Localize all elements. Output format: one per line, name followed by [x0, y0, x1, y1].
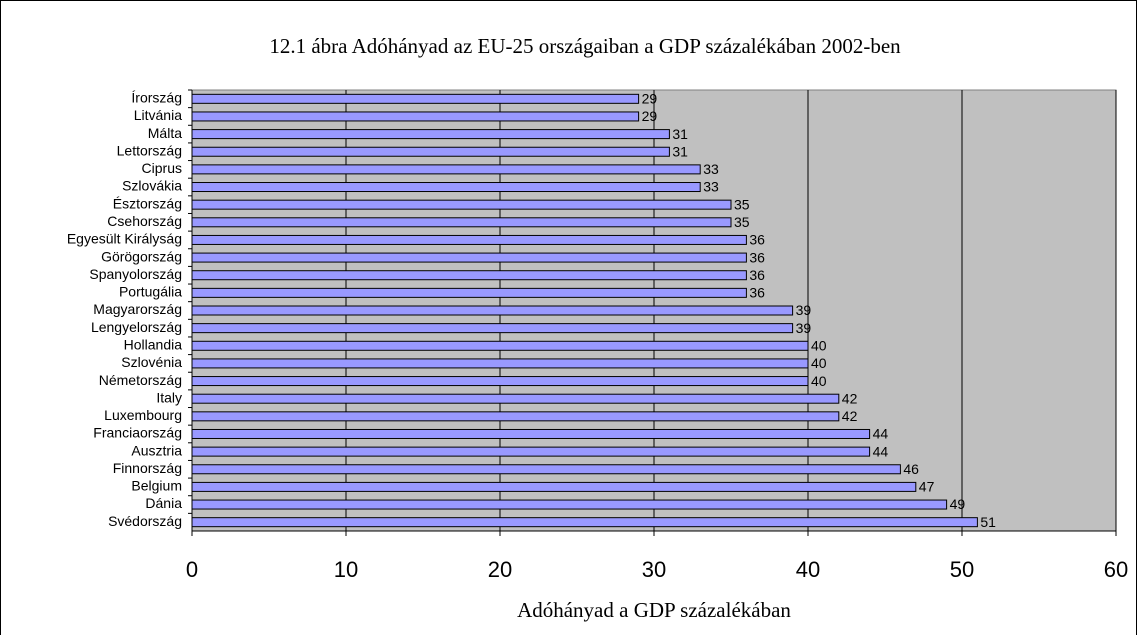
x-tick-label: 10: [334, 557, 358, 582]
y-tick-label: Csehország: [107, 213, 182, 229]
data-label: 40: [811, 337, 827, 353]
y-tick-label: Spanyolország: [89, 266, 182, 282]
data-label: 42: [842, 408, 858, 424]
y-tick-label: Finnország: [113, 460, 182, 476]
data-label: 46: [903, 461, 919, 477]
x-axis-label: Adóhányad a GDP százalékában: [517, 598, 791, 622]
bar: [191, 411, 840, 422]
x-tick-label: 0: [186, 557, 198, 582]
bar: [191, 340, 809, 351]
data-label: 36: [749, 267, 765, 283]
data-label: 35: [734, 214, 750, 230]
y-tick-label: Írország: [131, 90, 182, 106]
data-label: 44: [873, 443, 889, 459]
x-tick-label: 60: [1104, 557, 1128, 582]
bar: [191, 393, 840, 404]
y-tick-label: Belgium: [131, 478, 182, 494]
bar: [191, 93, 640, 104]
y-tick-label: Lettország: [117, 142, 182, 158]
bar: [191, 446, 871, 457]
y-tick-label: Portugália: [119, 284, 182, 300]
bar: [191, 305, 794, 316]
data-label: 39: [796, 320, 812, 336]
bar: [191, 217, 732, 228]
bar: [191, 464, 901, 475]
bar: [191, 287, 747, 298]
y-tick-label: Litvánia: [134, 107, 182, 123]
bar: [191, 111, 640, 122]
bar: [191, 481, 917, 492]
data-label: 33: [703, 179, 719, 195]
bar: [191, 517, 978, 528]
x-tick-label: 50: [950, 557, 974, 582]
bar: [191, 234, 747, 245]
y-tick-label: Dánia: [145, 495, 182, 511]
y-tick-label: Svédország: [108, 513, 182, 529]
y-tick-label: Görögország: [101, 248, 182, 264]
y-tick-label: Hollandia: [124, 336, 183, 352]
bar: [191, 376, 809, 387]
data-label: 49: [950, 496, 966, 512]
y-tick-label: Lengyelország: [91, 319, 182, 335]
x-tick-label: 40: [796, 557, 820, 582]
data-label: 36: [749, 249, 765, 265]
y-tick-label: Egyesült Királyság: [67, 231, 182, 247]
bar: [191, 428, 871, 439]
data-label: 40: [811, 355, 827, 371]
x-tick-label: 20: [488, 557, 512, 582]
y-tick-label: Szlovákia: [122, 178, 182, 194]
y-tick-label: Észtország: [113, 195, 182, 211]
y-tick-label: Italy: [156, 389, 182, 405]
data-label: 51: [980, 514, 996, 530]
data-label: 42: [842, 390, 858, 406]
data-label: 33: [703, 161, 719, 177]
data-label: 39: [796, 302, 812, 318]
y-tick-label: Franciaország: [93, 425, 182, 441]
chart-title: 12.1 ábra Adóhányad az EU-25 országaiban…: [269, 34, 901, 58]
y-tick-label: Magyarország: [93, 301, 182, 317]
x-tick-label: 30: [642, 557, 666, 582]
bar: [191, 270, 747, 281]
y-tick-label: Szlovénia: [121, 354, 182, 370]
bar: [191, 164, 701, 175]
bar: [191, 499, 948, 510]
data-label: 47: [919, 479, 935, 495]
bar: [191, 323, 794, 334]
data-label: 40: [811, 373, 827, 389]
data-label: 29: [642, 108, 658, 124]
data-label: 29: [642, 91, 658, 107]
y-tick-label: Ciprus: [142, 160, 182, 176]
y-tick-label: Ausztria: [131, 442, 182, 458]
bar: [191, 199, 732, 210]
data-label: 36: [749, 232, 765, 248]
bar: [191, 146, 670, 157]
bar: [191, 129, 670, 140]
y-tick-label: Németország: [99, 372, 182, 388]
bar: [191, 182, 701, 193]
data-label: 35: [734, 196, 750, 212]
data-label: 36: [749, 285, 765, 301]
y-tick-label: Málta: [148, 125, 182, 141]
data-label: 31: [672, 143, 688, 159]
bar: [191, 358, 809, 369]
data-label: 44: [873, 426, 889, 442]
y-tick-label: Luxembourg: [104, 407, 182, 423]
data-label: 31: [672, 126, 688, 142]
bar: [191, 252, 747, 263]
